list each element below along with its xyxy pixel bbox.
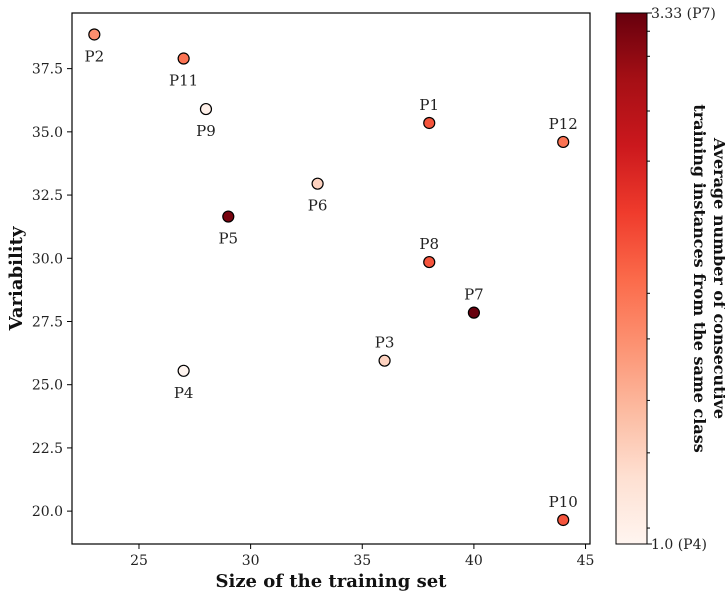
point-label-p11: P11 [169,72,198,90]
point-label-p6: P6 [308,197,328,215]
point-p4 [177,364,190,377]
point-label-p1: P1 [419,96,439,114]
point-p12 [557,135,570,149]
y-tick-label: 25.0 [32,378,63,394]
point-p9 [199,102,213,116]
y-tick-label: 32.5 [32,188,63,204]
point-p5 [222,210,235,223]
x-tick-label: 30 [242,553,260,569]
point-label-p7: P7 [464,286,484,304]
y-tick-label: 37.5 [32,62,63,78]
y-tick-label: 30.0 [32,251,63,267]
point-label-p12: P12 [549,115,578,133]
y-tick-label: 27.5 [32,314,63,330]
x-tick-label: 25 [130,553,148,569]
colorbar-title-line-2: training instances from the same class [690,104,709,453]
colorbar-title-line-1: Average number of consecutive [710,137,725,419]
point-p1 [423,116,436,130]
point-p6 [311,177,324,190]
y-tick-label: 20.0 [32,504,63,520]
point-label-p2: P2 [85,47,105,65]
colorbar: 3.33 (P7) 1.0 (P4) Average number of conse… [615,6,725,553]
x-axis-title: Size of the training set [216,571,448,592]
point-label-p9: P9 [196,122,216,140]
y-tick-label: 22.5 [32,441,63,457]
colorbar-gradient [615,12,648,545]
colorbar-max-label: 3.33 (P7) [651,6,716,22]
y-tick-label: 35.0 [32,125,63,141]
point-p11 [177,52,190,65]
plot-area: 25 30 35 40 45 20.0 22.5 25.0 27.5 30.0 32.5 35.0 37… [6,12,595,592]
point-p8 [423,255,436,269]
plot-frame [71,12,591,545]
point-label-p8: P8 [419,235,439,253]
point-label-p3: P3 [375,334,395,352]
point-p3 [378,354,391,367]
colorbar-min-label: 1.0 (P4) [651,537,707,553]
point-label-p10: P10 [549,493,578,511]
point-label-p5: P5 [218,230,238,248]
y-axis-title: Variability [6,226,27,331]
x-tick-label: 40 [465,553,483,569]
x-tick-label: 35 [353,553,371,569]
point-p2 [88,28,101,41]
point-p7 [467,306,480,319]
x-tick-label: 45 [577,553,595,569]
point-label-p4: P4 [174,384,194,402]
point-p10 [557,513,570,527]
